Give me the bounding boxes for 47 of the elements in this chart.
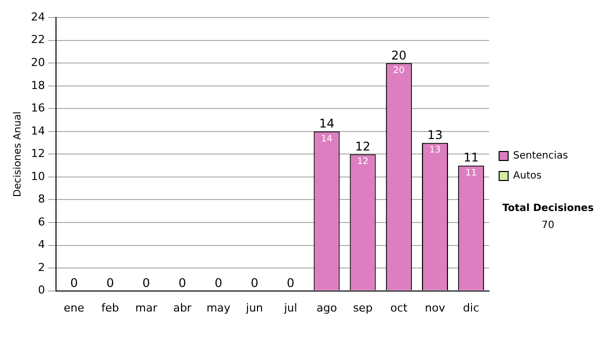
legend-label: Autos (513, 170, 542, 182)
x-tick-label: may (206, 301, 231, 314)
x-tick-label: oct (390, 301, 408, 314)
x-tick-label: nov (424, 301, 446, 314)
y-tick-label: 24 (30, 10, 45, 24)
total-label: 20 (391, 48, 407, 62)
total-label: 0 (178, 276, 186, 290)
total-label: 11 (463, 150, 479, 165)
y-tick-label: 20 (30, 56, 45, 69)
data-label: 11 (465, 168, 477, 178)
y-tick-label: 2 (38, 260, 45, 274)
x-tick-label: ene (64, 301, 85, 314)
x-tick-label: dic (463, 301, 480, 314)
data-label: 14 (320, 134, 333, 144)
x-tick-label: mar (135, 301, 158, 314)
y-tick-label: 14 (30, 124, 45, 138)
total-label: 13 (427, 128, 443, 142)
total-label: 12 (355, 139, 370, 154)
x-tick-label: sep (353, 301, 373, 314)
y-tick-label: 0 (38, 284, 45, 297)
data-label: 13 (429, 146, 441, 156)
text: Total Decisiones (501, 203, 595, 214)
y-axis-title: Decisiones Anual (12, 111, 24, 197)
total-label: 0 (106, 276, 114, 290)
data-label: 12 (357, 157, 369, 168)
total-label: 0 (250, 276, 258, 290)
y-tick-label: 22 (30, 33, 45, 46)
x-tick-label: abr (173, 301, 192, 314)
x-tick-label: jul (283, 301, 298, 314)
y-tick-label: 16 (30, 102, 45, 115)
x-tick-label: jun (245, 301, 264, 314)
data-label: 20 (393, 66, 405, 76)
total-label: 0 (142, 276, 150, 290)
x-tick-label: ago (316, 301, 338, 314)
y-tick-label: 18 (30, 78, 45, 92)
y-tick-label: 8 (38, 192, 45, 206)
y-tick-label: 10 (30, 170, 45, 183)
y-tick-label: 6 (38, 215, 45, 228)
total-label: 0 (214, 276, 222, 290)
y-tick-label: 4 (38, 238, 45, 252)
total-label: 0 (286, 276, 294, 290)
text: 70 (540, 220, 556, 231)
legend-label: Sentencias (513, 150, 568, 162)
y-tick-label: 12 (30, 147, 45, 160)
total-label: 0 (70, 276, 78, 290)
x-tick-label: feb (101, 301, 119, 314)
total-label: 14 (319, 116, 334, 131)
